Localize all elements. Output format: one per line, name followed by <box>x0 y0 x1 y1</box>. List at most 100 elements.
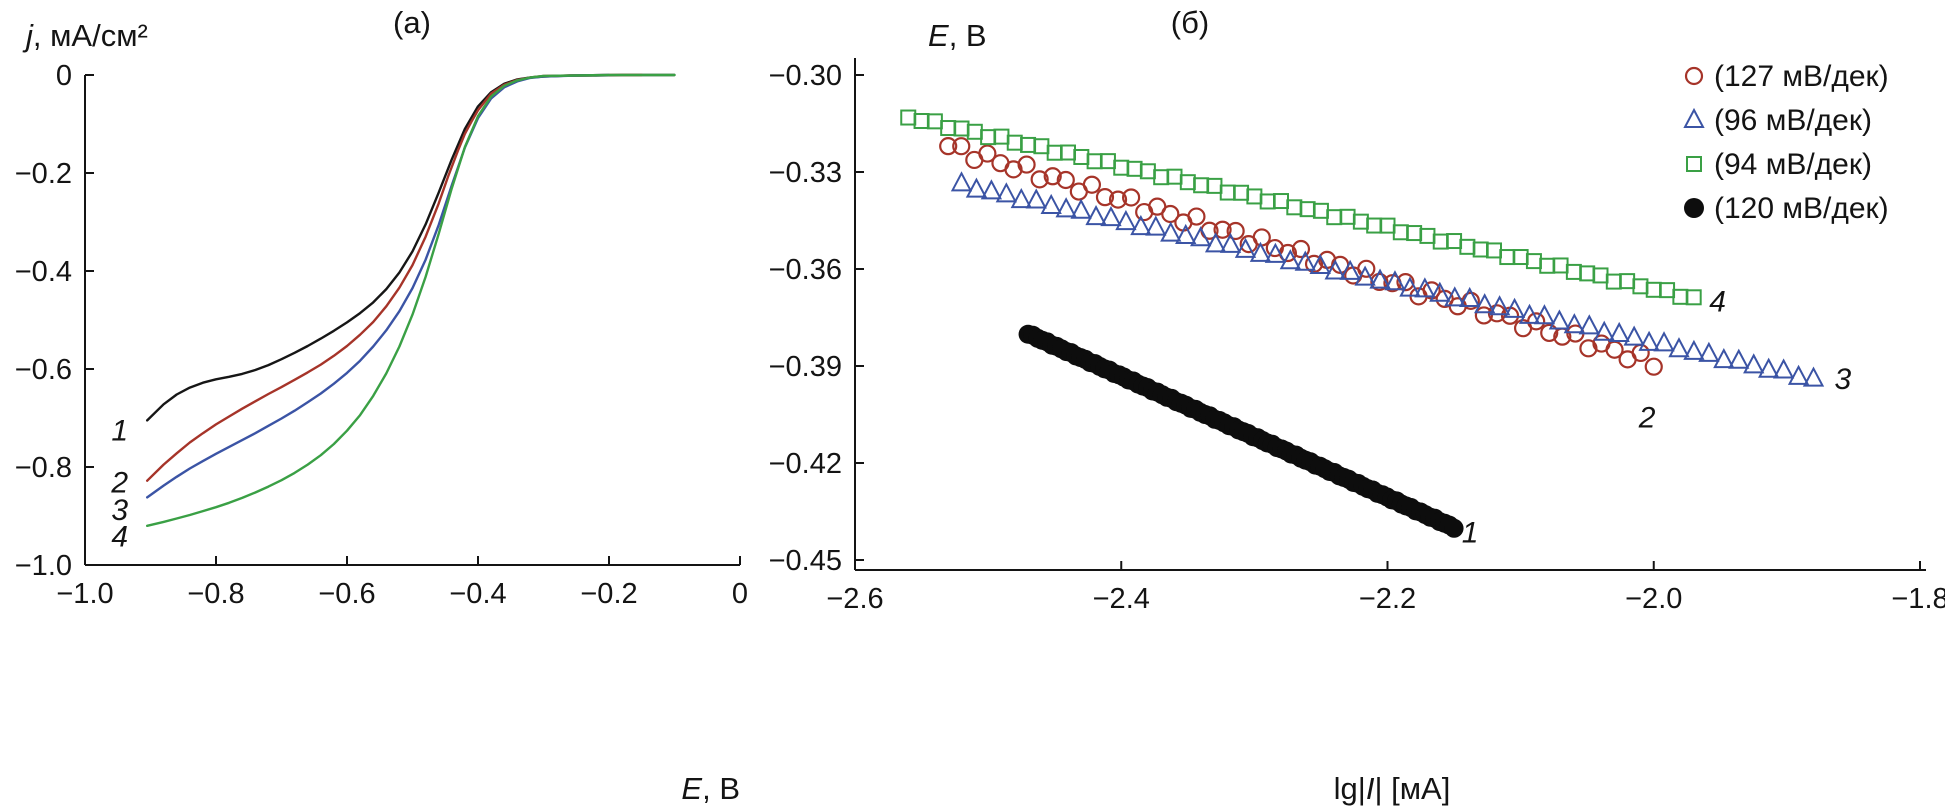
y-tick-label: −0.36 <box>769 254 842 286</box>
x-tick-label: −0.8 <box>187 578 244 610</box>
open-triangle-marker <box>1772 358 1795 379</box>
open-square-marker <box>1006 134 1023 151</box>
open-square-marker <box>1126 160 1143 177</box>
open-triangle-marker <box>1713 347 1735 369</box>
open-triangle-marker <box>1070 198 1092 219</box>
legend-label: (96 мВ/дек) <box>1714 104 1872 137</box>
open-circle-marker <box>1226 221 1245 241</box>
legend-label: (127 мВ/дек) <box>1714 60 1889 93</box>
y-tick-label: −0.30 <box>769 60 842 92</box>
x-tick-label: −1.8 <box>1891 583 1945 615</box>
open-square-marker <box>1486 242 1502 259</box>
x-tick-label: −1.0 <box>56 578 113 610</box>
scatter-series-1 <box>1018 324 1464 538</box>
open-square-marker <box>1206 177 1223 194</box>
open-square-marker <box>1073 148 1090 165</box>
open-square-marker <box>1259 193 1276 210</box>
open-triangle-marker <box>1683 107 1705 128</box>
x-tick-label: −2.0 <box>1625 583 1682 615</box>
open-triangle-marker <box>1503 297 1526 318</box>
open-triangle-marker <box>1683 339 1705 360</box>
open-triangle-marker <box>1698 341 1720 362</box>
open-triangle-marker <box>950 171 973 192</box>
curve-1 <box>146 73 676 422</box>
open-triangle-marker <box>1040 193 1062 214</box>
open-square-marker <box>1419 227 1436 244</box>
open-circle-marker <box>1095 188 1115 207</box>
y-tick-label: −0.33 <box>769 157 842 189</box>
open-triangle-marker <box>1309 253 1331 274</box>
open-square-marker <box>1060 144 1076 161</box>
x-tick-label: −0.6 <box>318 578 375 610</box>
open-triangle-marker <box>1459 286 1481 308</box>
y-tick-label: −0.4 <box>15 256 72 288</box>
open-square-marker <box>1312 202 1329 219</box>
open-circle-marker <box>1357 259 1376 278</box>
open-square-marker <box>966 123 983 140</box>
open-circle-marker <box>1082 175 1102 194</box>
open-triangle-marker <box>1593 320 1615 341</box>
open-square-marker <box>1605 273 1622 290</box>
open-triangle-marker <box>995 182 1018 203</box>
open-triangle-marker <box>1384 270 1406 291</box>
x-tick-label: −2.4 <box>1093 583 1150 615</box>
open-square-marker <box>1299 201 1316 218</box>
scatter-series-4 <box>900 109 1702 306</box>
open-square-marker <box>1233 184 1250 201</box>
x-tick-label: −2.6 <box>826 583 883 615</box>
legend-label: (94 мВ/дек) <box>1714 148 1872 181</box>
open-triangle-marker <box>1548 309 1571 330</box>
curve-number-label: 4 <box>1709 285 1726 318</box>
curve-number-label: 1 <box>111 414 128 447</box>
legend-item: (120 мВ/дек) <box>1684 192 1889 225</box>
open-square-marker <box>1392 224 1409 241</box>
open-circle-marker <box>1213 220 1232 239</box>
open-circle-marker <box>1122 188 1141 207</box>
open-square-marker <box>1246 188 1263 205</box>
open-circle-marker <box>1108 190 1128 209</box>
open-triangle-marker <box>1802 366 1825 387</box>
open-circle-marker <box>1304 254 1324 273</box>
open-triangle-marker <box>1025 188 1047 209</box>
curve-number-label: 1 <box>1462 517 1479 550</box>
open-square-marker <box>1113 159 1130 176</box>
open-square-marker <box>1339 208 1356 225</box>
open-triangle-marker <box>1743 353 1765 374</box>
open-square-marker <box>1352 213 1369 230</box>
scatter-series-3 <box>950 171 1825 387</box>
curve-3 <box>146 73 611 499</box>
panel-b: −2.6 −2.4 −2.2 −2.0 −1.8 −0.30 −0.33 −0.36 −0.39… <box>769 5 1945 806</box>
legend-label: (120 мВ/дек) <box>1714 192 1889 225</box>
x-axis-title: E, В <box>681 771 740 806</box>
open-triangle-marker <box>1533 304 1556 325</box>
open-triangle-marker <box>1638 330 1660 351</box>
open-circle-marker <box>1540 323 1559 343</box>
open-square-marker <box>1499 249 1516 266</box>
open-circle-marker <box>1291 239 1311 259</box>
x-axis-title: lg|I| [мА] <box>1334 771 1451 806</box>
open-triangle-marker <box>1115 209 1137 231</box>
open-square-marker <box>1472 241 1489 258</box>
open-square-marker <box>1020 136 1037 153</box>
open-triangle-marker <box>1160 221 1182 242</box>
open-circle-marker <box>1684 66 1704 86</box>
open-triangle-marker <box>1518 303 1541 324</box>
open-square-marker <box>1686 156 1702 172</box>
y-tick-label: −0.45 <box>769 545 842 577</box>
y-tick-label: −1.0 <box>15 550 72 582</box>
open-square-marker <box>1326 209 1343 226</box>
open-square-marker <box>1645 281 1662 298</box>
open-square-marker <box>953 120 970 137</box>
open-square-marker <box>1565 263 1582 280</box>
curve-number-label: 3 <box>111 494 128 527</box>
open-circle-marker <box>952 137 971 156</box>
open-square-marker <box>1446 233 1463 250</box>
open-circle-marker <box>1056 170 1075 190</box>
open-triangle-marker <box>1175 223 1197 245</box>
open-triangle-marker <box>1324 259 1346 280</box>
open-square-marker <box>1193 177 1210 194</box>
open-triangle-marker <box>1653 331 1675 352</box>
open-triangle-marker <box>1757 357 1780 378</box>
